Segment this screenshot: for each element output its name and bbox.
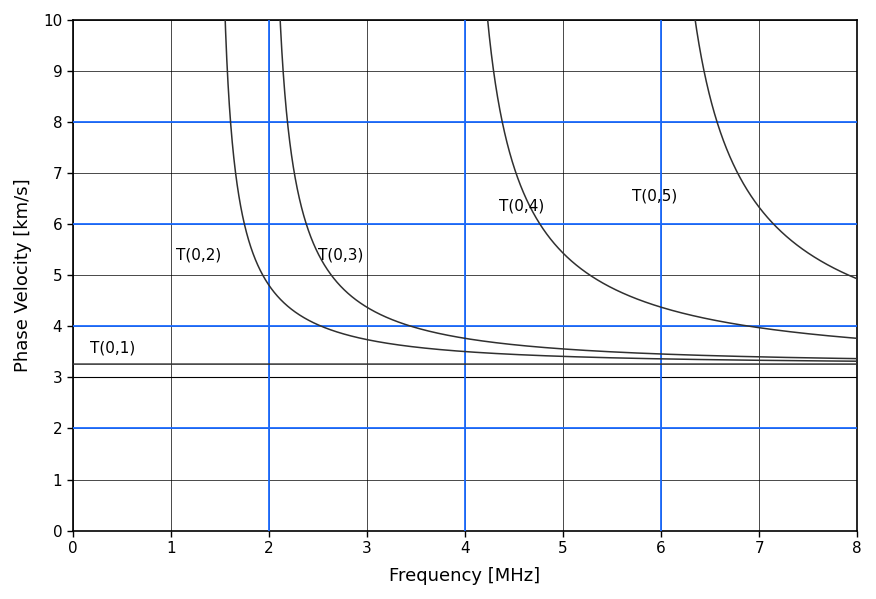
Text: T(0,3): T(0,3): [318, 247, 364, 262]
Text: T(0,5): T(0,5): [632, 189, 677, 204]
Y-axis label: Phase Velocity [km/s]: Phase Velocity [km/s]: [14, 179, 32, 372]
X-axis label: Frequency [MHz]: Frequency [MHz]: [390, 567, 540, 585]
Text: T(0,2): T(0,2): [176, 247, 221, 262]
Text: T(0,4): T(0,4): [499, 199, 545, 214]
Text: T(0,1): T(0,1): [90, 341, 136, 356]
